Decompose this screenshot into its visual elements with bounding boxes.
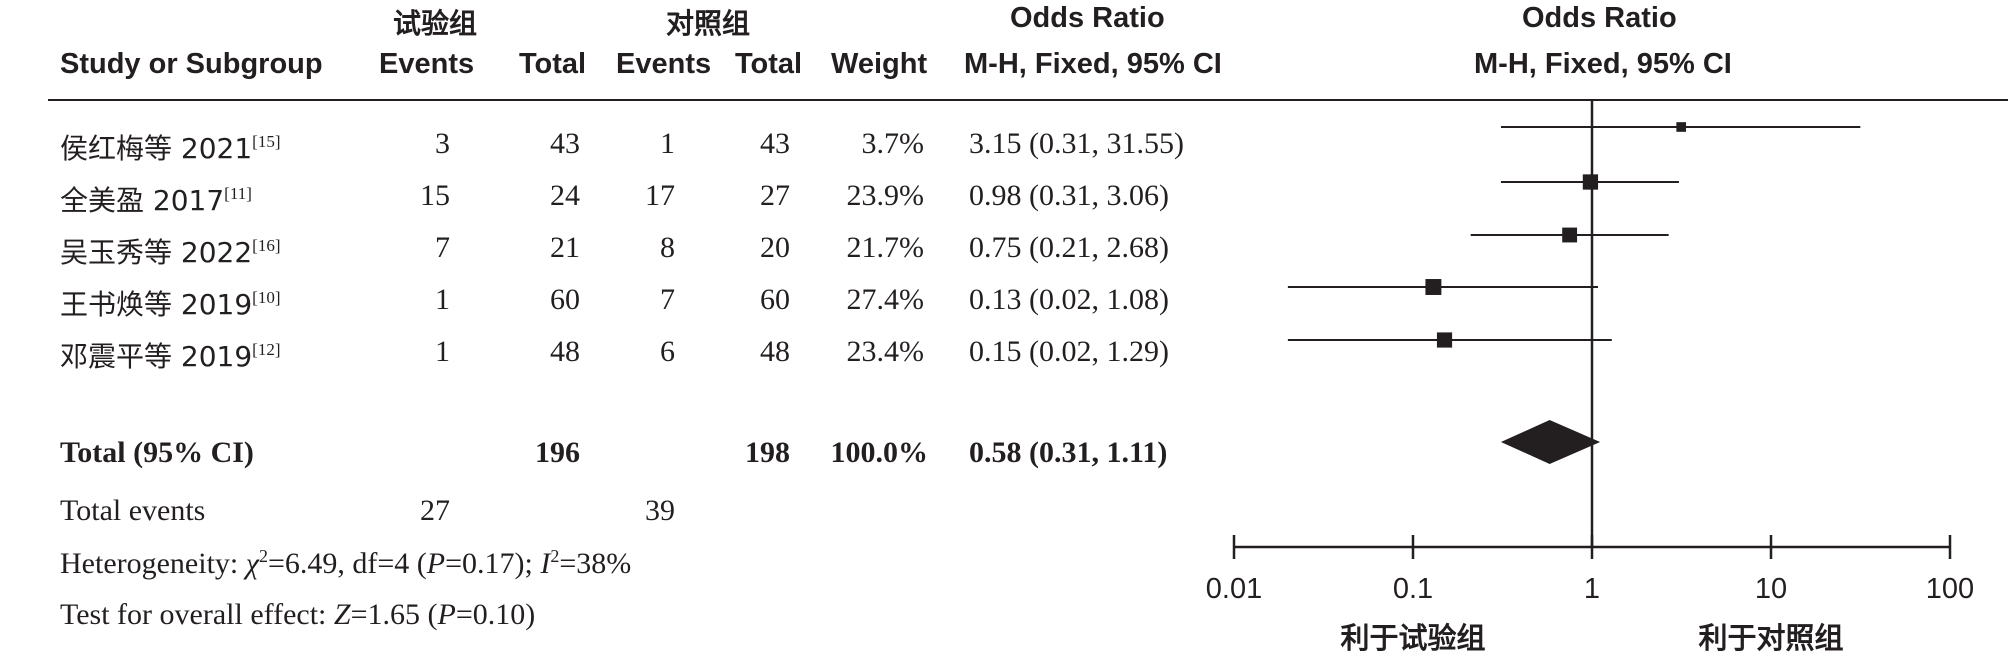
effect-square: [1425, 279, 1442, 295]
odds-ratio-title-left: Odds Ratio: [1010, 2, 1165, 34]
total-events-label: Total events: [60, 494, 206, 527]
events-control: 8: [660, 231, 675, 264]
weight: 3.7%: [861, 127, 925, 160]
study-name: 邓震平等 2019[12]: [60, 340, 281, 373]
ci-text: 0.75 (0.21, 2.68): [969, 231, 1169, 264]
total-control: 27: [760, 179, 790, 212]
study-name: 侯红梅等 2021[15]: [60, 132, 281, 165]
weight: 23.9%: [846, 179, 925, 212]
total-label: Total (95% CI): [60, 436, 254, 469]
events-control: 7: [660, 283, 675, 316]
x-axis-tick-label: 0.1: [1393, 573, 1433, 605]
column-header-total-control: Total: [735, 48, 803, 80]
weight: 27.4%: [846, 283, 925, 316]
total-experimental: 48: [550, 335, 580, 368]
x-axis-tick-label: 100: [1926, 573, 1974, 605]
effect-square: [1562, 227, 1578, 243]
ci-text: 3.15 (0.31, 31.55): [969, 127, 1184, 160]
total-experimental: 24: [550, 179, 580, 212]
x-axis-tick-label: 0.01: [1206, 573, 1262, 605]
total-experimental-sum: 196: [535, 436, 580, 469]
study-name: 王书焕等 2019[10]: [60, 288, 281, 321]
column-header-events-control: Events: [616, 48, 712, 80]
events-control: 1: [660, 127, 675, 160]
total-experimental: 60: [550, 283, 580, 316]
events-experimental: 1: [435, 335, 450, 368]
effect-square: [1436, 332, 1453, 348]
overall-effect-text: Test for overall effect: Z=1.65 (P=0.10): [60, 598, 536, 631]
odds-ratio-title-right: Odds Ratio: [1522, 2, 1677, 34]
total-events-experimental: 27: [420, 494, 450, 527]
events-control: 17: [645, 179, 675, 212]
column-header-total-experimental: Total: [519, 48, 587, 80]
total-control: 60: [760, 283, 790, 316]
study-name: 全美盈 2017[11]: [60, 184, 252, 217]
ci-text: 0.13 (0.02, 1.08): [969, 283, 1169, 316]
total-events-control: 39: [645, 494, 675, 527]
favours-experimental-label: 利于试验组: [1340, 621, 1485, 655]
group-header-control: 对照组: [666, 7, 751, 40]
events-experimental: 1: [435, 283, 450, 316]
effect-square: [1676, 122, 1687, 132]
x-axis-tick-label: 10: [1755, 573, 1787, 605]
group-header-experimental: 试验组: [393, 7, 478, 40]
effect-square: [1582, 174, 1599, 190]
study-name: 吴玉秀等 2022[16]: [60, 236, 281, 269]
total-control: 48: [760, 335, 790, 368]
weight: 23.4%: [846, 335, 925, 368]
pooled-diamond: [1500, 420, 1601, 464]
total-weight: 100.0%: [830, 436, 929, 469]
ci-text: 0.98 (0.31, 3.06): [969, 179, 1169, 212]
column-header-events-experimental: Events: [379, 48, 475, 80]
weight: 21.7%: [846, 231, 925, 264]
column-header-ci-left: M-H, Fixed, 95% CI: [964, 48, 1222, 80]
total-control: 43: [760, 127, 790, 160]
total-ci-text: 0.58 (0.31, 1.11): [969, 436, 1168, 469]
x-axis-tick-label: 1: [1584, 573, 1600, 605]
ci-text: 0.15 (0.02, 1.29): [969, 335, 1169, 368]
column-header-study: Study or Subgroup: [60, 48, 323, 80]
events-control: 6: [660, 335, 675, 368]
total-experimental: 21: [550, 231, 580, 264]
events-experimental: 3: [435, 127, 450, 160]
column-header-weight: Weight: [831, 48, 928, 80]
events-experimental: 7: [435, 231, 450, 264]
total-experimental: 43: [550, 127, 580, 160]
total-control: 20: [760, 231, 790, 264]
favours-control-label: 利于对照组: [1698, 621, 1843, 655]
header-rule: [48, 99, 2008, 101]
heterogeneity-text: Heterogeneity: χ2=6.49, df=4 (P=0.17); I…: [60, 546, 632, 580]
total-control-sum: 198: [745, 436, 790, 469]
column-header-ci-right: M-H, Fixed, 95% CI: [1474, 48, 1732, 80]
events-experimental: 15: [420, 179, 450, 212]
